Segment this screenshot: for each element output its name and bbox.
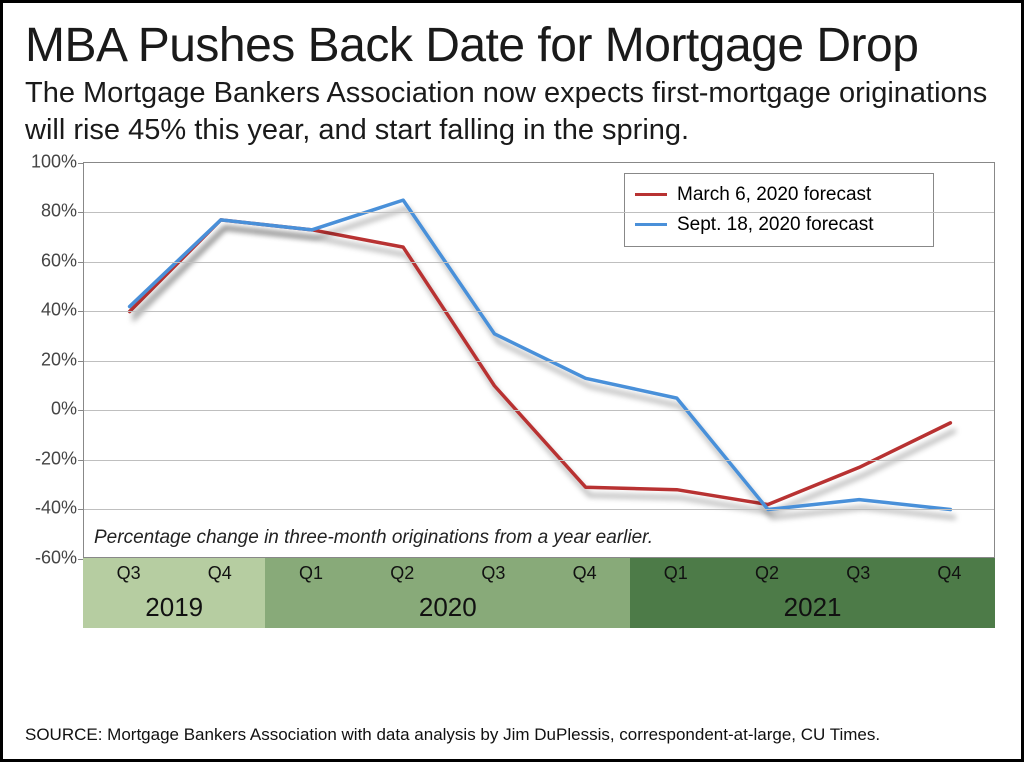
quarter-label: Q1: [265, 558, 356, 588]
y-tick: [78, 163, 84, 164]
x-axis-band: Q3Q42019Q1Q2Q3Q42020Q1Q2Q3Q42021: [83, 558, 995, 628]
page-subtitle: The Mortgage Bankers Association now exp…: [25, 75, 999, 148]
y-axis-label: -60%: [25, 547, 77, 568]
legend-swatch: [635, 223, 667, 226]
chart-frame: MBA Pushes Back Date for Mortgage Drop T…: [0, 0, 1024, 762]
source-line: SOURCE: Mortgage Bankers Association wit…: [25, 725, 880, 745]
y-axis-label: 80%: [25, 201, 77, 222]
y-axis-label: -40%: [25, 498, 77, 519]
legend-row: March 6, 2020 forecast: [635, 180, 923, 210]
year-block: Q1Q2Q3Q42021: [630, 558, 995, 628]
chart-area: March 6, 2020 forecast Sept. 18, 2020 for…: [25, 162, 995, 594]
quarter-row: Q3Q4: [83, 558, 265, 588]
page-title: MBA Pushes Back Date for Mortgage Drop: [25, 21, 999, 71]
gridline: [84, 509, 994, 510]
gridline: [84, 311, 994, 312]
legend-label: Sept. 18, 2020 forecast: [677, 214, 873, 236]
quarter-label: Q4: [539, 558, 630, 588]
year-block: Q3Q42019: [83, 558, 265, 628]
quarter-label: Q3: [448, 558, 539, 588]
quarter-label: Q4: [904, 558, 995, 588]
quarter-row: Q1Q2Q3Q4: [630, 558, 995, 588]
year-block: Q1Q2Q3Q42020: [265, 558, 630, 628]
quarter-label: Q2: [357, 558, 448, 588]
y-axis-label: 0%: [25, 399, 77, 420]
legend-label: March 6, 2020 forecast: [677, 184, 871, 206]
quarter-label: Q4: [174, 558, 265, 588]
year-label: 2019: [83, 588, 265, 628]
quarter-label: Q1: [630, 558, 721, 588]
y-tick: [78, 311, 84, 312]
quarter-row: Q1Q2Q3Q4: [265, 558, 630, 588]
y-axis-label: 40%: [25, 300, 77, 321]
quarter-label: Q3: [813, 558, 904, 588]
year-label: 2021: [630, 588, 995, 628]
legend: March 6, 2020 forecast Sept. 18, 2020 for…: [624, 173, 934, 247]
plot-footnote: Percentage change in three-month origina…: [94, 527, 653, 549]
gridline: [84, 262, 994, 263]
y-tick: [78, 361, 84, 362]
y-tick: [78, 262, 84, 263]
quarter-label: Q3: [83, 558, 174, 588]
y-axis-label: 20%: [25, 349, 77, 370]
gridline: [84, 410, 994, 411]
y-axis-label: 60%: [25, 250, 77, 271]
y-tick: [78, 212, 84, 213]
y-tick: [78, 460, 84, 461]
quarter-label: Q2: [721, 558, 812, 588]
gridline: [84, 212, 994, 213]
y-axis-label: -20%: [25, 448, 77, 469]
legend-swatch: [635, 193, 667, 196]
year-label: 2020: [265, 588, 630, 628]
legend-row: Sept. 18, 2020 forecast: [635, 210, 923, 240]
gridline: [84, 361, 994, 362]
y-tick: [78, 410, 84, 411]
y-tick: [78, 509, 84, 510]
plot-region: March 6, 2020 forecast Sept. 18, 2020 for…: [83, 162, 995, 558]
gridline: [84, 460, 994, 461]
y-axis-label: 100%: [25, 151, 77, 172]
